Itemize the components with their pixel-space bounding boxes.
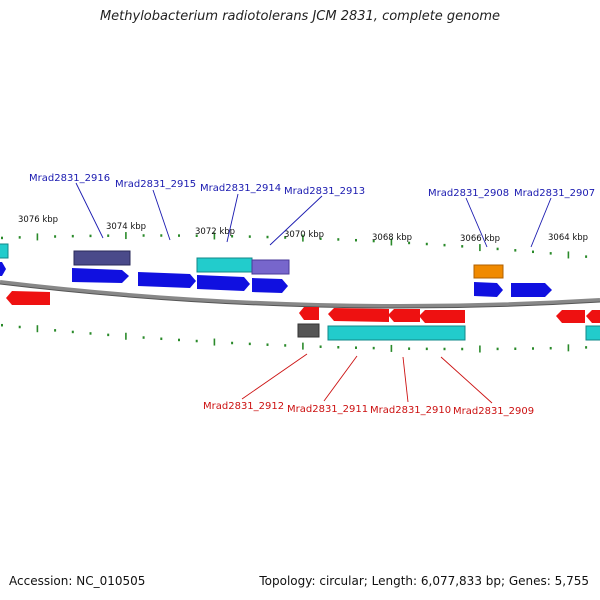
gene-label-top[interactable]: Mrad2831_2913 — [284, 186, 365, 197]
genome-title: Methylobacterium radiotolerans JCM 2831,… — [99, 9, 501, 24]
label-leader-line — [465, 197, 488, 248]
reverse-gene-arrow[interactable] — [388, 309, 420, 322]
scale-label: 3068 kbp — [372, 233, 412, 243]
scale-label: 3070 kbp — [284, 230, 324, 240]
gene-feature-slate[interactable] — [73, 250, 131, 266]
gene-feature-gray[interactable] — [297, 323, 320, 338]
genome-backbone-shadow — [0, 283, 600, 309]
gene-label-top[interactable]: Mrad2831_2914 — [200, 183, 281, 194]
gene-feature-cyan[interactable] — [585, 325, 600, 341]
gene-label-top[interactable]: Mrad2831_2907 — [514, 188, 595, 199]
forward-gene-arrow[interactable] — [511, 283, 552, 297]
scale-label: 3064 kbp — [548, 233, 588, 243]
reverse-gene-arrow[interactable] — [586, 310, 600, 323]
forward-gene-arrow[interactable] — [474, 282, 503, 297]
label-leader-line — [241, 353, 308, 400]
gene-label-bottom[interactable]: Mrad2831_2912 — [203, 401, 284, 412]
label-leader-line — [402, 356, 409, 403]
reverse-gene-arrow[interactable] — [419, 310, 465, 323]
label-leader-line — [269, 195, 323, 246]
gene-label-top[interactable]: Mrad2831_2915 — [115, 179, 196, 190]
gene-feature-cyan[interactable] — [327, 325, 466, 341]
genome-backbone — [0, 280, 600, 308]
forward-gene-arrow[interactable] — [197, 275, 250, 291]
reverse-gene-arrow[interactable] — [299, 307, 319, 320]
accession-text: Accession: NC_010505 — [9, 574, 146, 588]
gene-label-top[interactable]: Mrad2831_2916 — [29, 173, 110, 184]
scale-label: 3076 kbp — [18, 215, 58, 225]
scale-label: 3072 kbp — [195, 227, 235, 237]
label-leader-line — [323, 355, 358, 402]
scale-label: 3066 kbp — [460, 234, 500, 244]
forward-gene-arrow[interactable] — [72, 268, 129, 283]
reverse-gene-arrow[interactable] — [6, 291, 50, 305]
gene-feature-cyan[interactable] — [196, 257, 253, 273]
scale-label: 3074 kbp — [106, 222, 146, 232]
gene-label-bottom[interactable]: Mrad2831_2911 — [287, 404, 368, 415]
forward-gene-arrow[interactable] — [252, 278, 288, 293]
reverse-gene-arrow[interactable] — [328, 308, 389, 322]
gene-label-bottom[interactable]: Mrad2831_2909 — [453, 406, 534, 417]
gene-label-top[interactable]: Mrad2831_2908 — [428, 188, 509, 199]
label-leader-line — [152, 189, 171, 241]
lower-scale-ticks — [1, 323, 588, 353]
genome-summary-text: Topology: circular; Length: 6,077,833 bp… — [259, 574, 589, 588]
label-leader-line — [226, 193, 239, 243]
forward-gene-arrow[interactable] — [0, 262, 6, 276]
gene-feature-orange[interactable] — [473, 264, 504, 279]
reverse-gene-arrow[interactable] — [556, 310, 585, 323]
label-leader-line — [75, 182, 104, 239]
gene-feature-cyan[interactable] — [0, 243, 9, 259]
gene-label-bottom[interactable]: Mrad2831_2910 — [370, 405, 451, 416]
forward-gene-arrow[interactable] — [138, 272, 196, 288]
label-leader-line — [440, 356, 493, 404]
label-leader-line — [530, 197, 552, 248]
gene-feature-lavender[interactable] — [251, 259, 290, 275]
upper-scale-ticks — [1, 232, 588, 259]
